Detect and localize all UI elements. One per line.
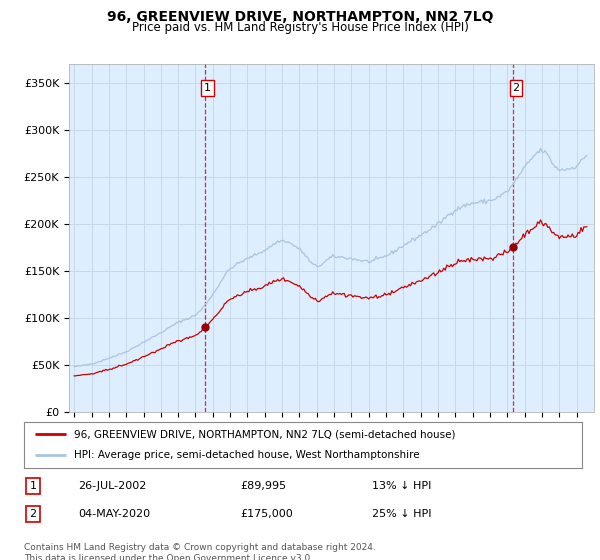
Text: Contains HM Land Registry data © Crown copyright and database right 2024.
This d: Contains HM Land Registry data © Crown c… [24, 543, 376, 560]
Text: 96, GREENVIEW DRIVE, NORTHAMPTON, NN2 7LQ: 96, GREENVIEW DRIVE, NORTHAMPTON, NN2 7L… [107, 10, 493, 24]
Text: 1: 1 [204, 83, 211, 93]
Text: £89,995: £89,995 [240, 481, 286, 491]
Text: 1: 1 [29, 481, 37, 491]
Text: 2: 2 [512, 83, 520, 93]
Text: 2: 2 [29, 509, 37, 519]
Text: 96, GREENVIEW DRIVE, NORTHAMPTON, NN2 7LQ (semi-detached house): 96, GREENVIEW DRIVE, NORTHAMPTON, NN2 7L… [74, 429, 456, 439]
Text: £175,000: £175,000 [240, 509, 293, 519]
Text: 13% ↓ HPI: 13% ↓ HPI [372, 481, 431, 491]
Text: HPI: Average price, semi-detached house, West Northamptonshire: HPI: Average price, semi-detached house,… [74, 450, 420, 460]
Text: 26-JUL-2002: 26-JUL-2002 [78, 481, 146, 491]
Text: 04-MAY-2020: 04-MAY-2020 [78, 509, 150, 519]
Text: 25% ↓ HPI: 25% ↓ HPI [372, 509, 431, 519]
Text: Price paid vs. HM Land Registry's House Price Index (HPI): Price paid vs. HM Land Registry's House … [131, 21, 469, 34]
